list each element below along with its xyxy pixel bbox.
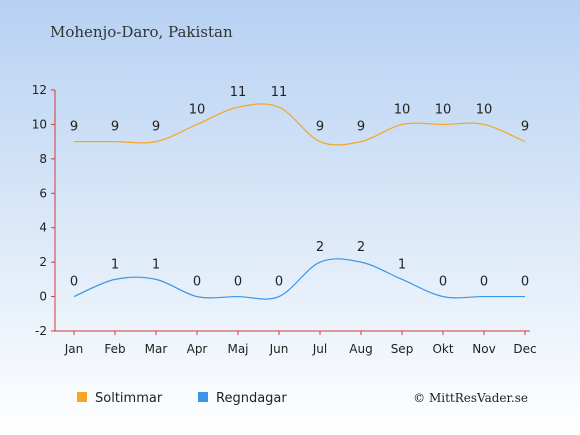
- data-label: 0: [521, 275, 529, 290]
- x-tick-label: Jul: [312, 342, 327, 356]
- x-tick-label: Okt: [432, 342, 453, 356]
- data-label: 10: [189, 102, 206, 117]
- y-tick-label: 12: [32, 83, 47, 97]
- x-tick-label: Maj: [227, 342, 248, 356]
- x-tick-label: Jun: [269, 342, 289, 356]
- data-label: 1: [398, 257, 406, 272]
- credit-text: © MittResVader.se: [413, 391, 528, 405]
- legend-swatch: [198, 392, 208, 402]
- data-label: 0: [234, 275, 242, 290]
- data-label: 11: [271, 85, 288, 100]
- series-line-regndagar: [73, 258, 525, 300]
- y-tick-label: 2: [39, 255, 47, 269]
- y-tick-label: 4: [39, 221, 47, 235]
- y-tick-label: 8: [39, 152, 47, 166]
- data-label: 9: [357, 120, 365, 135]
- y-tick-label: -2: [35, 324, 47, 338]
- x-tick-label: Sep: [391, 342, 414, 356]
- legend: Soltimmar Regndagar: [77, 391, 287, 406]
- legend-label: Regndagar: [216, 391, 287, 406]
- legend-swatch: [77, 392, 87, 402]
- data-label: 11: [230, 85, 247, 100]
- data-label: 1: [111, 257, 119, 272]
- data-label: 10: [394, 102, 411, 117]
- data-label: 9: [111, 120, 119, 135]
- x-tick-label: Aug: [349, 342, 372, 356]
- x-tick-label: Jan: [64, 342, 84, 356]
- x-tick-label: Mar: [145, 342, 168, 356]
- data-label: 10: [476, 102, 493, 117]
- chart-title: Mohenjo-Daro, Pakistan: [50, 23, 233, 41]
- series-layer: [73, 103, 526, 300]
- data-label: 0: [70, 275, 78, 290]
- x-tick-label: Feb: [104, 342, 125, 356]
- y-tick-label: 10: [32, 117, 47, 131]
- x-tick-label: Dec: [513, 342, 536, 356]
- y-tick-label: 0: [39, 290, 47, 304]
- data-label: 0: [439, 275, 447, 290]
- series-line-soltimmar: [74, 103, 526, 146]
- data-label: 0: [275, 275, 283, 290]
- legend-label: Soltimmar: [95, 391, 163, 406]
- data-label: 9: [152, 120, 160, 135]
- data-label: 9: [70, 120, 78, 135]
- data-label: 2: [357, 240, 365, 255]
- x-tick-label: Nov: [472, 342, 495, 356]
- data-label: 2: [316, 240, 324, 255]
- data-label: 10: [435, 102, 452, 117]
- data-label: 1: [152, 257, 160, 272]
- x-tick-label: Apr: [187, 342, 208, 356]
- data-label: 9: [521, 120, 529, 135]
- y-tick-label: 6: [39, 186, 47, 200]
- data-label: 0: [193, 275, 201, 290]
- data-label: 0: [480, 275, 488, 290]
- data-label: 9: [316, 120, 324, 135]
